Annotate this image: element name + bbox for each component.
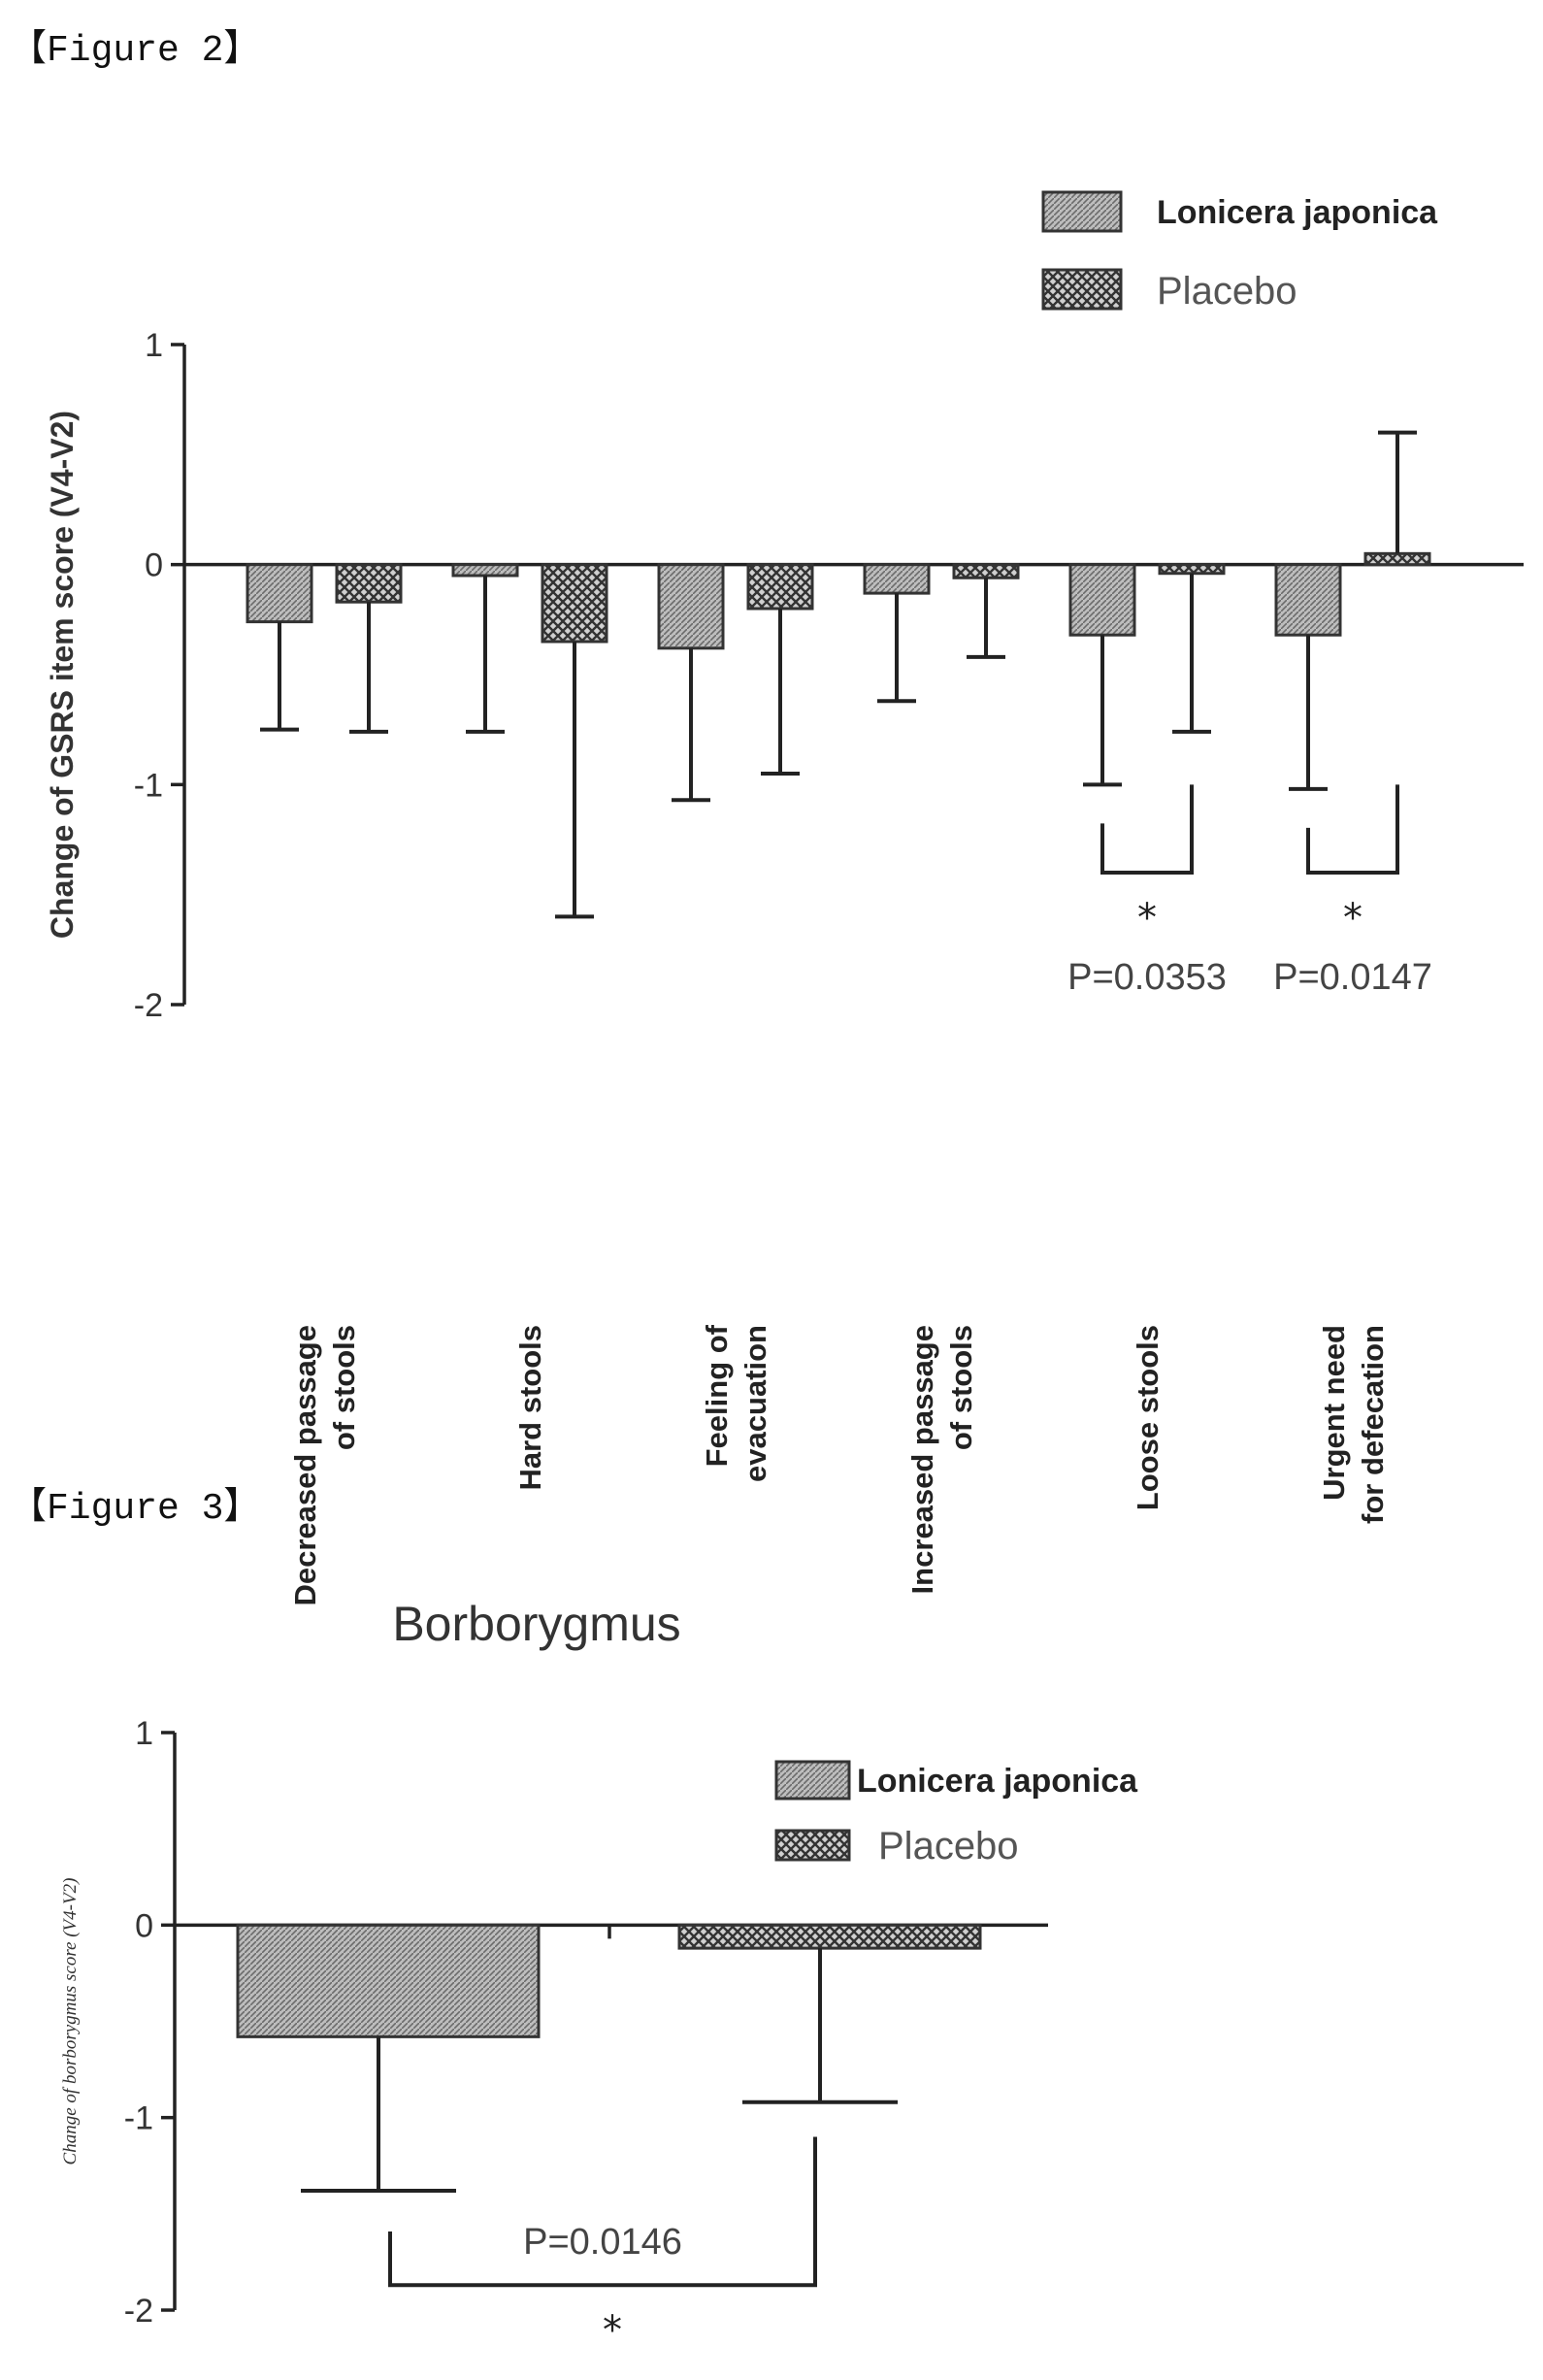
significance-star: *	[603, 2308, 622, 2353]
bar-lonicera	[1274, 563, 1342, 637]
p-value-label: P=0.0146	[523, 2222, 682, 2263]
y-tick-label: 1	[145, 327, 163, 364]
y-tick-label: 0	[145, 547, 163, 584]
legend-label-placebo: Placebo	[878, 1825, 1019, 1868]
bar-placebo	[746, 563, 814, 611]
legend-label-lonicera: Lonicera japonica	[1157, 194, 1438, 231]
figure-3-label: 【Figure 3】	[10, 1488, 261, 1530]
bar-placebo	[677, 1923, 982, 1950]
legend-swatch-lonicera	[1041, 190, 1123, 233]
legend-swatch-lonicera	[774, 1760, 851, 1801]
category-label: Feeling of	[700, 1324, 734, 1467]
y-tick-label: -2	[134, 987, 163, 1024]
legend-swatch-placebo	[774, 1829, 851, 1862]
significance-bracket	[1100, 784, 1194, 875]
legend-swatch-placebo	[1041, 268, 1123, 311]
category-label: evacuation	[739, 1325, 772, 1482]
borborygmus-bar-chart: Borborygmus Lonicera japonica Placebo 1 0 -1 -…	[60, 1597, 1138, 2353]
p-value-label: P=0.0147	[1273, 957, 1432, 998]
significance-bracket	[388, 2136, 817, 2288]
category-label: Hard stools	[513, 1325, 547, 1491]
significance-star: *	[1137, 896, 1157, 941]
bar-lonicera	[451, 563, 519, 578]
bar-lonicera	[246, 563, 313, 624]
category-label: Loose stools	[1131, 1325, 1165, 1510]
y-axis-label: Change of borborygmus score (V4-V2)	[60, 1878, 81, 2165]
bar-placebo	[1363, 551, 1431, 567]
y-tick-label: -1	[134, 767, 163, 804]
y-tick-label: 1	[135, 1715, 153, 1752]
category-label: Increased passage	[905, 1325, 939, 1594]
y-tick-label: 0	[135, 1907, 153, 1944]
category-label: Urgent need	[1317, 1325, 1351, 1501]
p-value-label: P=0.0353	[1067, 957, 1227, 998]
y-axis-label: Change of GSRS item score (V4-V2)	[45, 411, 80, 939]
bar-lonicera	[1068, 563, 1136, 637]
bar-placebo	[1158, 563, 1226, 576]
category-label: of stools	[327, 1325, 361, 1450]
significance-star: *	[1343, 896, 1362, 941]
bar-placebo	[952, 563, 1020, 579]
legend-label-placebo: Placebo	[1157, 270, 1297, 313]
bar-lonicera	[863, 563, 931, 595]
figure-2-label: 【Figure 2】	[10, 30, 261, 72]
y-tick-label: -1	[124, 2100, 153, 2137]
category-label: for defecation	[1356, 1325, 1390, 1524]
chart-title: Borborygmus	[392, 1597, 680, 1651]
bar-lonicera	[657, 563, 725, 650]
category-label: of stools	[944, 1325, 978, 1450]
gsrs-bar-chart: Lonicera japonica Placebo 1 0 -1 -2 Change of…	[45, 190, 1524, 1606]
bar-placebo	[541, 563, 608, 644]
significance-bracket	[1306, 784, 1399, 875]
bar-lonicera	[236, 1923, 541, 2038]
category-label: Decreased passage	[288, 1325, 322, 1606]
legend-label-lonicera: Lonicera japonica	[857, 1763, 1138, 1800]
y-tick-label: -2	[124, 2293, 153, 2330]
bar-placebo	[335, 563, 403, 604]
